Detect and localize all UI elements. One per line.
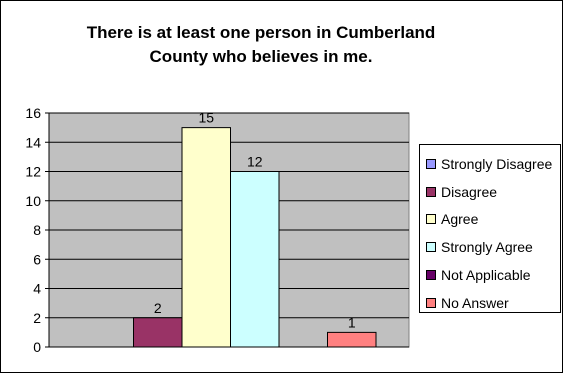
legend-item: Not Applicable (426, 261, 560, 289)
y-tick-label: 16 (25, 105, 41, 121)
chart-title-line-1: There is at least one person in Cumberla… (86, 23, 436, 42)
legend-swatch (426, 214, 436, 225)
legend: Strongly Disagree Disagree Agree Strongly A… (419, 144, 561, 313)
legend-item: Strongly Agree (426, 233, 560, 261)
y-tick-label: 0 (33, 339, 41, 355)
data-label: 15 (198, 110, 214, 126)
legend-label: No Answer (441, 294, 509, 311)
y-tick-label: 2 (33, 310, 41, 326)
chart-title-line-2: County who believes in me. (149, 47, 373, 66)
y-tick-label: 10 (25, 193, 41, 209)
y-tick-label: 8 (33, 222, 41, 238)
legend-item: Disagree (426, 178, 560, 206)
legend-label: Strongly Agree (441, 239, 533, 256)
bar-strongly-agree (230, 171, 280, 348)
legend-label: Disagree (441, 183, 498, 200)
legend-item: No Answer (426, 289, 560, 317)
legend-label: Agree (441, 211, 479, 228)
y-tick-label: 14 (25, 134, 41, 150)
legend-swatch (426, 270, 436, 281)
y-tick-label: 6 (33, 251, 41, 267)
y-tick-label: 12 (25, 164, 41, 180)
bars (133, 127, 377, 348)
legend-swatch (426, 158, 436, 169)
data-label: 12 (247, 154, 263, 170)
legend-label: Strongly Disagree (441, 155, 553, 172)
bar-no-answer (327, 331, 377, 348)
data-label: 1 (348, 314, 356, 330)
y-tick-label: 4 (33, 281, 41, 297)
legend-swatch (426, 242, 436, 253)
legend-label: Not Applicable (441, 267, 531, 284)
legend-swatch (426, 297, 436, 308)
legend-swatch (426, 186, 436, 197)
data-label: 2 (154, 300, 162, 316)
legend-item: Agree (426, 206, 560, 234)
legend-item: Strongly Disagree (426, 150, 560, 178)
data-labels: 2 15 12 1 (154, 110, 356, 331)
bar-agree (181, 127, 231, 348)
chart-title: There is at least one person in Cumberla… (61, 21, 461, 69)
bar-disagree (133, 317, 183, 348)
